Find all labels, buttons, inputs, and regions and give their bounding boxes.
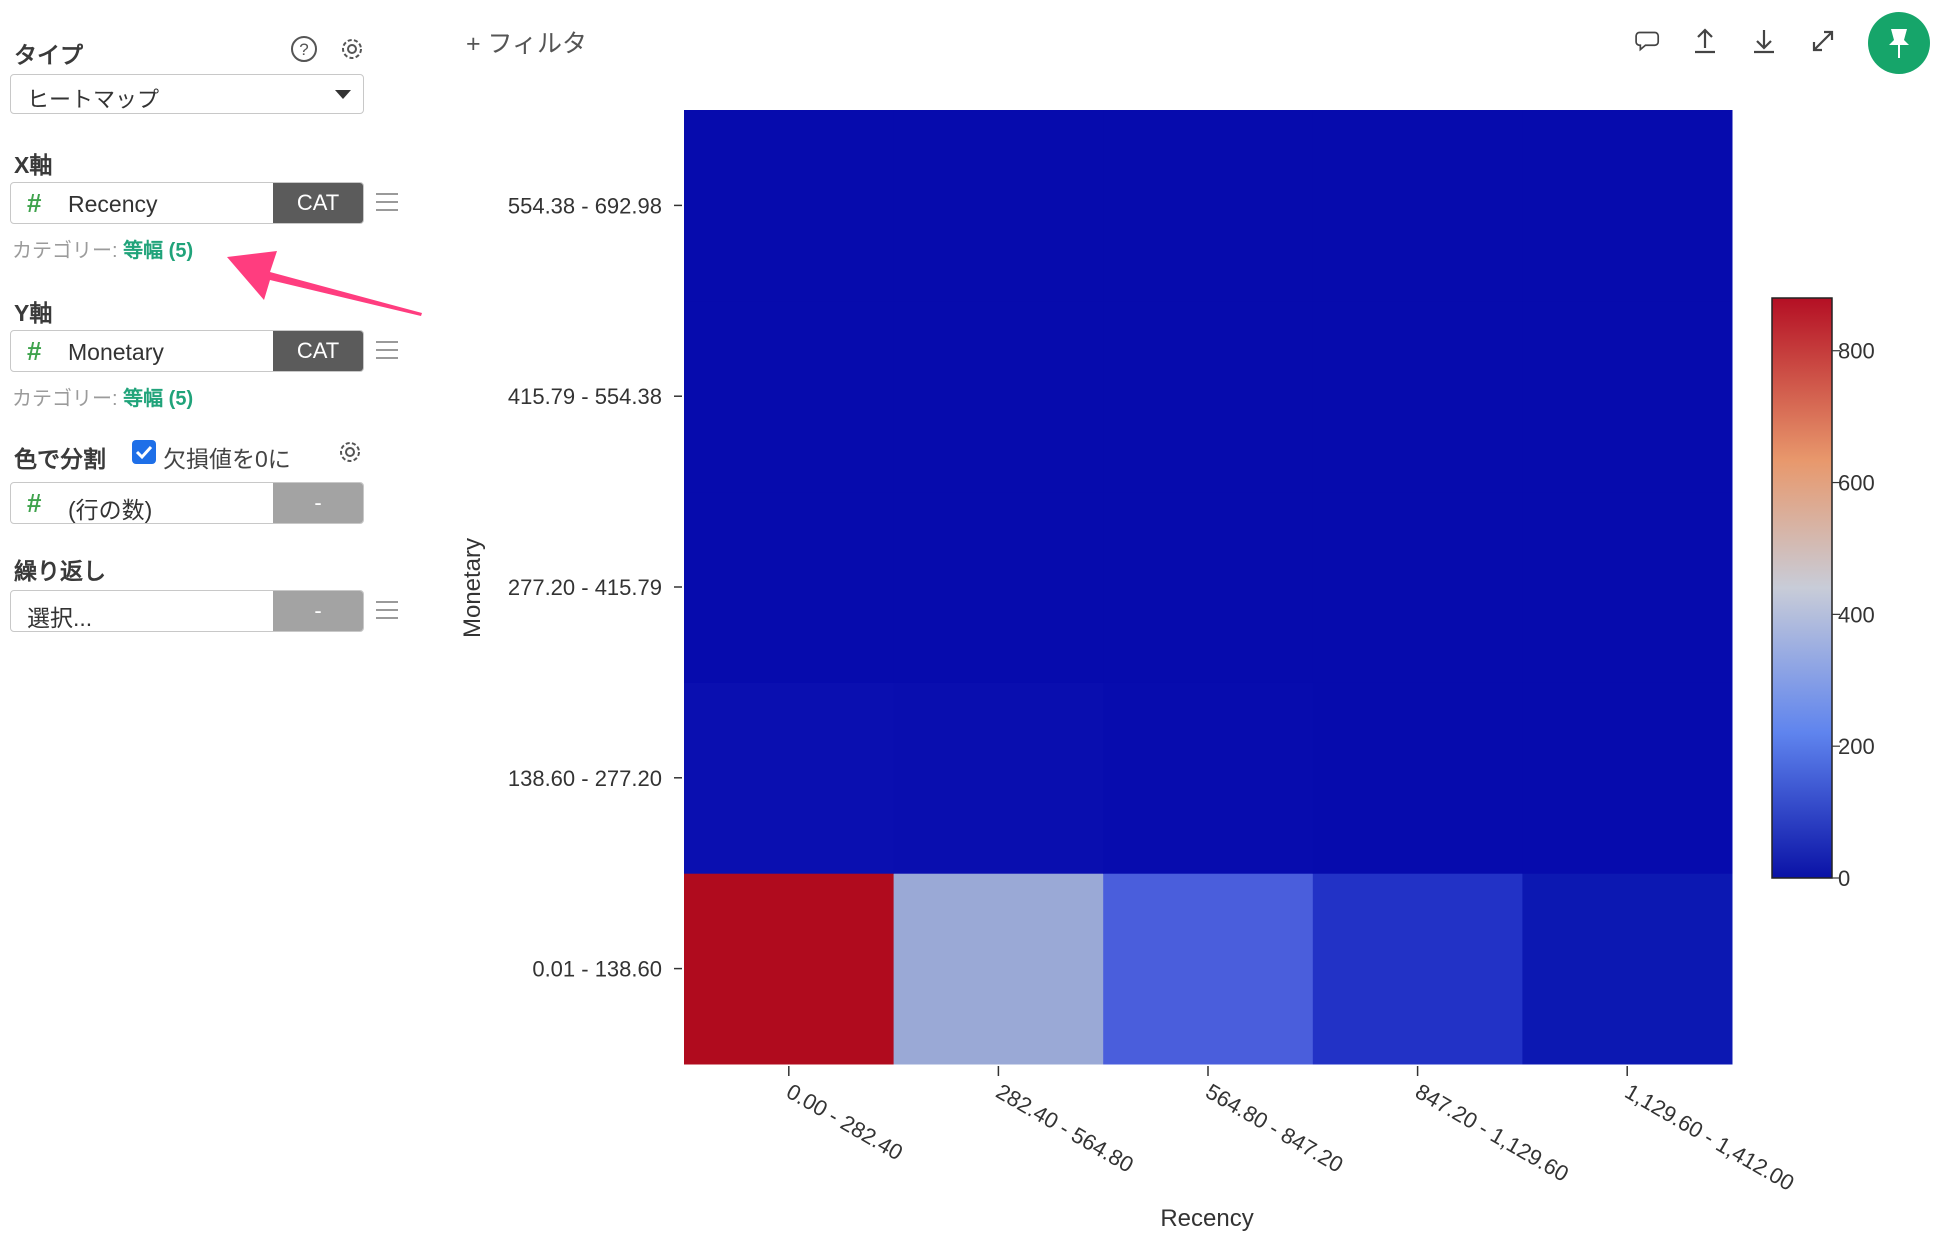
x-axis-cat-button[interactable]: CAT (273, 183, 363, 223)
type-section-label: タイプ (14, 42, 83, 68)
missing-zero-label: 欠損値を0に (163, 446, 291, 472)
chevron-down-icon (335, 90, 351, 99)
y-tick-label: 138.60 - 277.20 (508, 766, 662, 791)
repeat-field-option[interactable]: - (273, 591, 363, 631)
y-axis-category-note: カテゴリー: 等幅 (5) (12, 382, 193, 411)
x-axis-field-name: Recency (68, 191, 158, 217)
x-axis-category-note: カテゴリー: 等幅 (5) (12, 234, 193, 263)
upload-icon[interactable] (1688, 24, 1722, 58)
chart-type-select[interactable]: ヒートマップ (10, 74, 364, 114)
repeat-menu-icon[interactable] (376, 601, 398, 621)
heatmap-cell (1522, 873, 1733, 1065)
heatmap-cell (893, 491, 1104, 683)
x-axis-label: Recency (1160, 1205, 1253, 1232)
heatmap-cell (684, 873, 895, 1065)
y-axis-field[interactable]: # Monetary CAT (10, 330, 364, 372)
repeat-section-label: 繰り返し (14, 558, 106, 584)
x-axis-section-label: X軸 (14, 152, 53, 178)
heatmap-cell (1103, 682, 1314, 874)
y-axis-menu-icon[interactable] (376, 341, 398, 361)
numeric-type-icon: # (27, 336, 42, 366)
heatmap-cell (893, 300, 1104, 493)
y-tick-label: 277.20 - 415.79 (508, 575, 662, 600)
heatmap-cell (1522, 110, 1733, 302)
y-category-prefix: カテゴリー: (12, 388, 124, 410)
gear-icon[interactable] (337, 34, 367, 64)
x-tick-label: 1,129.60 - 1,412.00 (1621, 1079, 1799, 1196)
y-axis-label: Monetary (459, 538, 486, 638)
heatmap-cell (684, 491, 895, 683)
repeat-field[interactable]: 選択... - (10, 590, 364, 632)
expand-icon[interactable] (1806, 24, 1840, 58)
chart-type-value: ヒートマップ (27, 87, 160, 112)
heatmap-cell (1103, 300, 1314, 493)
heatmap-cell (1522, 682, 1733, 874)
color-section-label: 色で分割 (14, 446, 106, 472)
numeric-type-icon: # (27, 188, 42, 218)
y-axis-field-name: Monetary (68, 339, 164, 365)
annotation-arrow-icon (227, 251, 422, 316)
comment-icon[interactable] (1631, 24, 1665, 58)
colorbar-tick-label: 400 (1838, 602, 1875, 627)
x-tick-label: 282.40 - 564.80 (992, 1079, 1138, 1178)
colorbar-tick-label: 200 (1838, 734, 1875, 759)
heatmap-cell (1103, 491, 1314, 683)
heatmap-cell (1312, 682, 1523, 874)
color-field-name: (行の数) (68, 497, 153, 523)
colorbar-tick-label: 600 (1838, 471, 1875, 496)
x-axis-field[interactable]: # Recency CAT (10, 182, 364, 224)
heatmap-cell (1312, 873, 1523, 1065)
check-icon (135, 445, 153, 460)
numeric-type-icon: # (27, 488, 42, 518)
svg-text:?: ? (299, 40, 308, 59)
color-gear-icon[interactable] (335, 437, 365, 467)
missing-zero-checkbox[interactable] (132, 440, 156, 464)
heatmap-cell (893, 110, 1104, 302)
heatmap-cell (1312, 110, 1523, 302)
y-tick-label: 0.01 - 138.60 (532, 957, 662, 982)
y-tick-label: 554.38 - 692.98 (508, 193, 662, 218)
heatmap-cell (684, 300, 895, 493)
x-axis-menu-icon[interactable] (376, 193, 398, 213)
x-tick-label: 0.00 - 282.40 (782, 1079, 907, 1165)
heatmap-cell (1522, 491, 1733, 683)
heatmap-cell (1312, 491, 1523, 683)
colorbar-tick-label: 0 (1838, 866, 1850, 891)
color-field[interactable]: # (行の数) - (10, 482, 364, 524)
heatmap-cell (893, 873, 1104, 1065)
heatmap-cell (1312, 300, 1523, 493)
download-icon[interactable] (1747, 24, 1781, 58)
colorbar (1771, 297, 1833, 879)
add-filter-button[interactable]: + フィルタ (466, 30, 588, 58)
x-tick-label: 847.20 - 1,129.60 (1411, 1079, 1573, 1187)
x-category-link[interactable]: 等幅 (5) (123, 240, 194, 262)
y-tick-label: 415.79 - 554.38 (508, 384, 662, 409)
heatmap-cell (1103, 110, 1314, 302)
heatmap-cell (1103, 873, 1314, 1065)
y-category-link[interactable]: 等幅 (5) (123, 388, 194, 410)
chart-settings-panel: タイプ ? ヒートマップ X軸 # Recency CAT カテゴリー: 等幅 … (0, 0, 400, 1252)
colorbar-tick-label: 800 (1838, 339, 1875, 364)
x-category-prefix: カテゴリー: (12, 240, 124, 262)
color-field-option[interactable]: - (273, 483, 363, 523)
pin-icon (1889, 29, 1909, 58)
heatmap-cell (684, 110, 895, 302)
y-axis-cat-button[interactable]: CAT (273, 331, 363, 371)
heatmap-cell (684, 682, 895, 874)
help-icon[interactable]: ? (289, 34, 319, 64)
x-tick-label: 564.80 - 847.20 (1202, 1079, 1348, 1178)
pin-button[interactable] (1868, 12, 1930, 74)
heatmap-cell (893, 682, 1104, 874)
y-axis-section-label: Y軸 (14, 300, 53, 326)
repeat-placeholder: 選択... (27, 605, 93, 631)
heatmap-cell (1522, 300, 1733, 493)
